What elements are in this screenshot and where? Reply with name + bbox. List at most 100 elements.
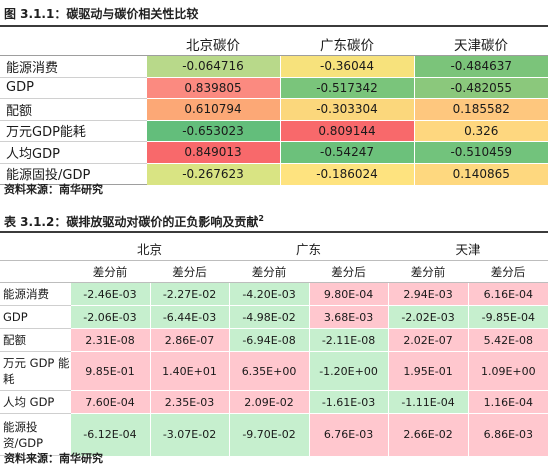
correlation-row: 万元GDP能耗 -0.653023 0.809144 0.326 bbox=[0, 119, 548, 142]
impact-value-cell: -9.70E-02 bbox=[228, 413, 310, 456]
row-label: GDP bbox=[0, 305, 70, 329]
correlation-value-cell: 0.140865 bbox=[413, 162, 548, 185]
impact-value-cell: -9.85E-04 bbox=[467, 305, 548, 329]
impact-row: 万元 GDP 能耗 9.85E-01 1.40E+01 6.35E+00 -1.20E+… bbox=[0, 351, 548, 391]
impact-value-cell: 6.86E-03 bbox=[467, 413, 548, 456]
correlation-row: 能源消费 -0.064716 -0.36044 -0.484637 bbox=[0, 55, 548, 78]
table1-caption: 图 3.1.1：碳驱动与碳价相关性比较 bbox=[4, 7, 199, 21]
correlation-value-cell: -0.267623 bbox=[145, 162, 280, 185]
row-label: 万元 GDP 能耗 bbox=[0, 351, 70, 391]
impact-value-cell: -1.61E-03 bbox=[308, 390, 389, 414]
column-header: 广东碳价 bbox=[280, 33, 414, 56]
impact-value-cell: 1.09E+00 bbox=[467, 351, 548, 391]
row-label: 万元GDP能耗 bbox=[0, 119, 146, 142]
correlation-value-cell: -0.510459 bbox=[413, 141, 548, 163]
row-label: 能源消费 bbox=[0, 55, 146, 78]
table2-caption: 表 3.1.2：碳排放驱动对碳价的正负影响及贡献2 bbox=[4, 211, 264, 230]
subheader: 差分后 bbox=[309, 260, 389, 283]
correlation-value-cell: 0.849013 bbox=[145, 141, 280, 163]
impact-value-cell: -6.12E-04 bbox=[69, 413, 150, 456]
impact-value-cell: 1.95E-01 bbox=[387, 351, 469, 391]
correlation-value-cell: -0.303304 bbox=[279, 98, 414, 120]
correlation-value-cell: -0.517342 bbox=[279, 76, 414, 99]
impact-value-cell: -3.07E-02 bbox=[149, 413, 230, 456]
correlation-value-cell: -0.186024 bbox=[279, 162, 414, 185]
impact-value-cell: -2.11E-08 bbox=[308, 328, 389, 352]
impact-value-cell: -4.20E-03 bbox=[228, 282, 310, 306]
correlation-value-cell: -0.482055 bbox=[413, 76, 548, 99]
impact-value-cell: -6.44E-03 bbox=[149, 305, 230, 329]
correlation-table: 北京碳价 广东碳价 天津碳价 能源消费 -0.064716 -0.36044 -0.4… bbox=[0, 33, 548, 185]
city-header-row: 北京 广东 天津 bbox=[0, 237, 548, 261]
impact-value-cell: -2.46E-03 bbox=[69, 282, 150, 306]
impact-value-cell: 1.40E+01 bbox=[149, 351, 230, 391]
impact-value-cell: 2.09E-02 bbox=[228, 390, 310, 414]
impact-value-cell: 2.35E-03 bbox=[149, 390, 230, 414]
subheader-row: 差分前 差分后 差分前 差分后 差分前 差分后 bbox=[0, 260, 548, 283]
impact-value-cell: -2.06E-03 bbox=[69, 305, 150, 329]
city-header: 广东 bbox=[229, 237, 389, 261]
table2-source: 资料来源：南华研究 bbox=[4, 452, 103, 465]
correlation-value-cell: 0.610794 bbox=[145, 98, 280, 120]
impact-value-cell: 2.86E-07 bbox=[149, 328, 230, 352]
impact-value-cell: 3.68E-03 bbox=[308, 305, 389, 329]
correlation-value-cell: -0.064716 bbox=[145, 55, 280, 77]
row-label: 人均 GDP bbox=[0, 390, 70, 414]
correlation-header-row: 北京碳价 广东碳价 天津碳价 bbox=[0, 33, 548, 56]
impact-value-cell: -2.27E-02 bbox=[149, 282, 230, 306]
impact-value-cell: 6.16E-04 bbox=[467, 282, 548, 306]
impact-value-cell: 6.76E-03 bbox=[308, 413, 389, 456]
table2-top-rule bbox=[0, 231, 548, 233]
row-label: 能源固投/GDP bbox=[0, 162, 146, 185]
impact-value-cell: -1.20E+00 bbox=[308, 351, 389, 391]
correlation-row: 能源固投/GDP -0.267623 -0.186024 0.140865 bbox=[0, 162, 548, 185]
subheader: 差分前 bbox=[229, 260, 310, 283]
correlation-value-cell: 0.185582 bbox=[413, 98, 548, 120]
impact-value-cell: 2.66E-02 bbox=[387, 413, 469, 456]
city-header: 北京 bbox=[70, 237, 230, 261]
table1-top-rule bbox=[0, 25, 548, 27]
subheader: 差分前 bbox=[70, 260, 150, 283]
row-label: 人均GDP bbox=[0, 141, 146, 164]
city-header: 天津 bbox=[388, 237, 548, 261]
correlation-value-cell: -0.36044 bbox=[279, 55, 414, 77]
column-header: 天津碳价 bbox=[414, 33, 548, 56]
impact-value-cell: 2.02E-07 bbox=[387, 328, 469, 352]
impact-row: 人均 GDP 7.60E-04 2.35E-03 2.09E-02 -1.61E-03-… bbox=[0, 390, 548, 414]
impact-row: GDP -2.06E-03 -6.44E-03 -4.98E-02 3.68E-03 -2… bbox=[0, 305, 548, 329]
impact-row: 能源投资/GDP -6.12E-04 -3.07E-02 -9.70E-02 6.76E… bbox=[0, 413, 548, 456]
correlation-row: 配额 0.610794 -0.303304 0.185582 bbox=[0, 98, 548, 121]
correlation-row: 人均GDP 0.849013 -0.54247 -0.510459 bbox=[0, 141, 548, 164]
impact-value-cell: -1.11E-04 bbox=[387, 390, 469, 414]
correlation-value-cell: -0.54247 bbox=[279, 141, 414, 163]
impact-table: 北京 广东 天津 差分前 差分后 差分前 差分后 差分前 差分后 能源消费 -2.… bbox=[0, 237, 548, 456]
impact-value-cell: 1.16E-04 bbox=[467, 390, 548, 414]
row-label: 能源消费 bbox=[0, 282, 70, 306]
impact-value-cell: 2.31E-08 bbox=[69, 328, 150, 352]
impact-value-cell: 9.85E-01 bbox=[69, 351, 150, 391]
row-label: 配额 bbox=[0, 328, 70, 352]
correlation-value-cell: -0.484637 bbox=[413, 55, 548, 77]
row-label: 能源投资/GDP bbox=[0, 413, 70, 456]
subheader: 差分后 bbox=[150, 260, 230, 283]
corner-cell bbox=[0, 33, 146, 56]
correlation-value-cell: 0.809144 bbox=[279, 119, 414, 142]
impact-row: 能源消费 -2.46E-03 -2.27E-02 -4.20E-03 9.80E-04 2… bbox=[0, 282, 548, 306]
correlation-value-cell: 0.326 bbox=[413, 119, 548, 142]
impact-value-cell: -6.94E-08 bbox=[228, 328, 310, 352]
impact-value-cell: 6.35E+00 bbox=[228, 351, 310, 391]
subheader: 差分后 bbox=[468, 260, 548, 283]
row-label: GDP bbox=[0, 76, 146, 99]
impact-value-cell: 9.80E-04 bbox=[308, 282, 389, 306]
row-label: 配额 bbox=[0, 98, 146, 121]
table1-source: 资料来源：南华研究 bbox=[4, 183, 103, 196]
correlation-row: GDP 0.839805 -0.517342 -0.482055 bbox=[0, 76, 548, 99]
impact-value-cell: 5.42E-08 bbox=[467, 328, 548, 352]
correlation-value-cell: 0.839805 bbox=[145, 76, 280, 99]
correlation-value-cell: -0.653023 bbox=[145, 119, 280, 142]
impact-value-cell: -4.98E-02 bbox=[228, 305, 310, 329]
table2-caption-text: 表 3.1.2：碳排放驱动对碳价的正负影响及贡献 bbox=[4, 215, 259, 229]
impact-value-cell: 7.60E-04 bbox=[69, 390, 150, 414]
corner-cell bbox=[0, 237, 70, 261]
table2-caption-footnote: 2 bbox=[258, 214, 264, 223]
